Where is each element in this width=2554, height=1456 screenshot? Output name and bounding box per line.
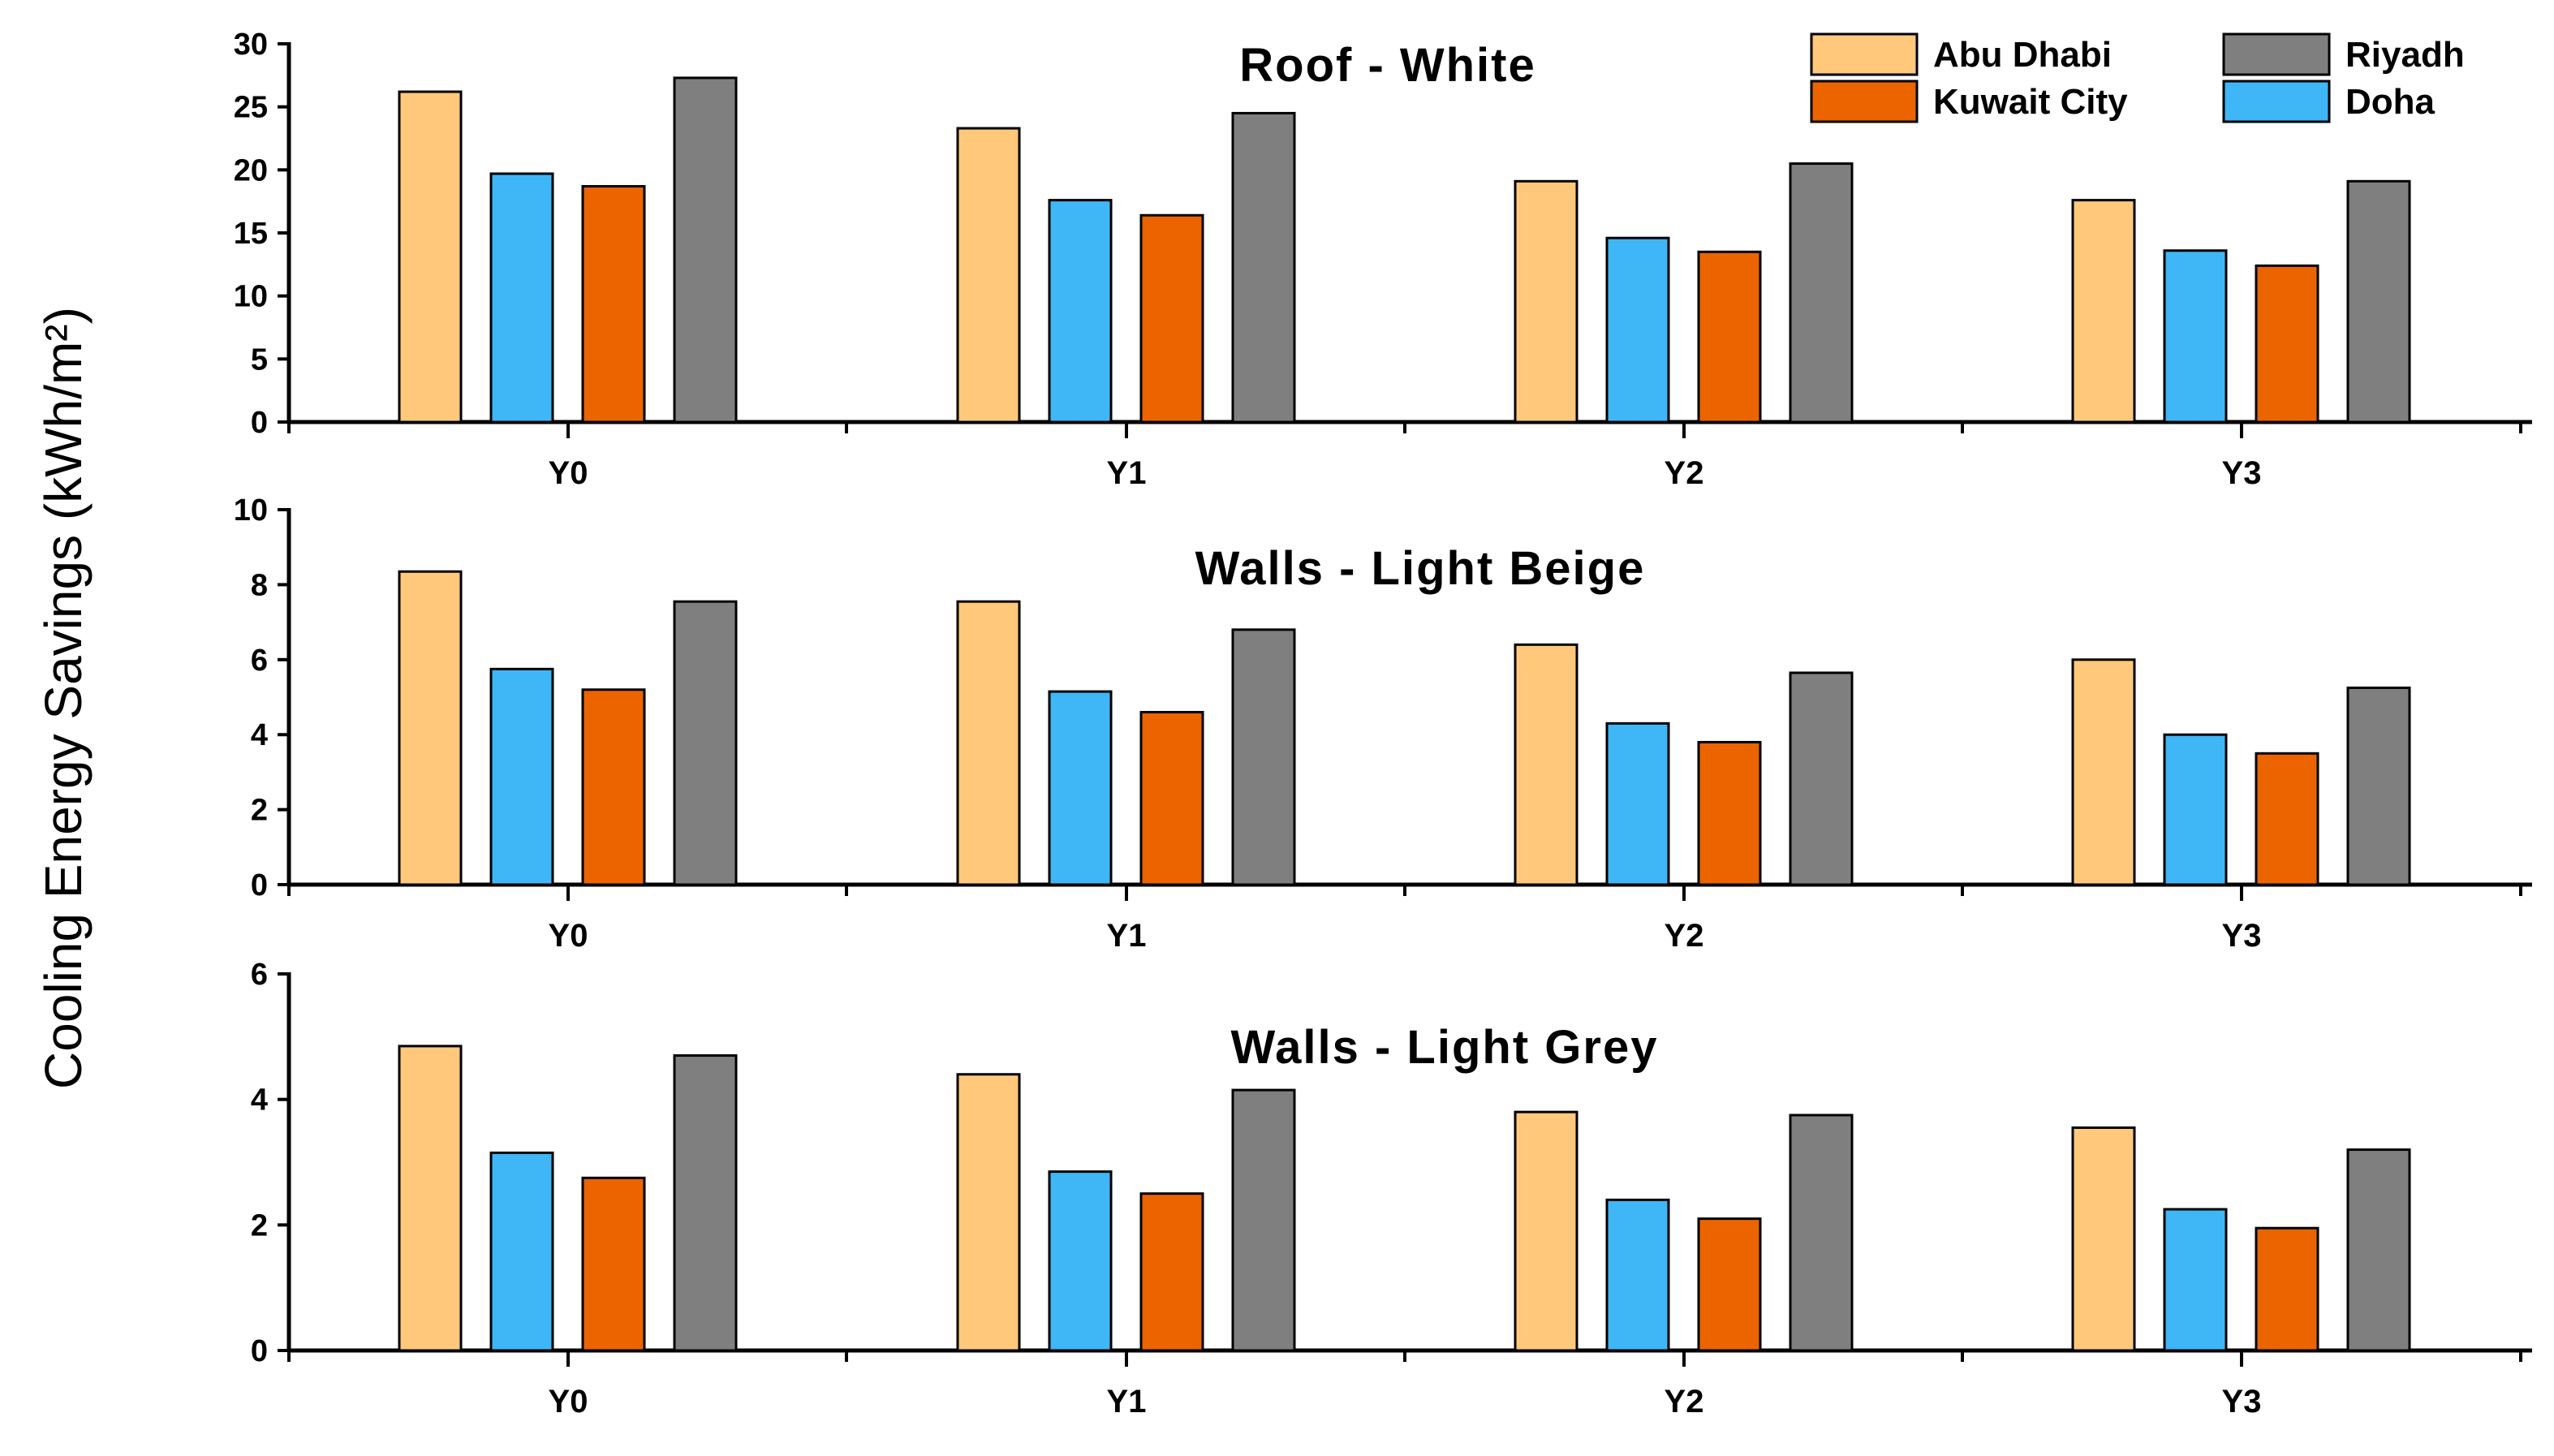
bar-doha-y3 (2163, 249, 2228, 424)
bar-kuwait-city-y0 (581, 688, 646, 886)
bar-abu-dhabi-y1 (956, 1073, 1021, 1352)
bar-riyadh-y0 (673, 1054, 738, 1352)
chart-panel-3: Walls - Light Grey 0 2 4 6 Y0 Y1 Y2 Y3 (251, 958, 2532, 1419)
bar-doha-y0 (489, 667, 554, 886)
y-tick-label: 25 (234, 91, 268, 125)
bar-kuwait-city-y2 (1697, 1217, 1762, 1352)
x-tick-label: Y1 (1107, 1384, 1147, 1419)
x-tick-label: Y2 (1665, 1384, 1704, 1419)
bar-doha-y0 (489, 172, 554, 424)
y-tick-label: 8 (251, 568, 268, 602)
bar-doha-y2 (1605, 1198, 1670, 1352)
bar-kuwait-city-y3 (2255, 752, 2319, 886)
bar-kuwait-city-y0 (581, 185, 646, 424)
panel-title: Walls - Light Grey (1231, 1021, 1659, 1074)
bar-abu-dhabi-y2 (1514, 1110, 1578, 1352)
legend-label-abu-dhabi: Abu Dhabi (1933, 35, 2112, 75)
legend-swatch-doha (2222, 80, 2331, 123)
panel-title: Roof - White (1239, 39, 1535, 92)
y-tick-label: 30 (234, 28, 268, 62)
y-tick-label: 10 (234, 280, 268, 314)
bar-riyadh-y1 (1231, 111, 1296, 424)
y-tick-label: 6 (251, 644, 268, 678)
bar-abu-dhabi-y0 (398, 90, 463, 424)
y-tick-label: 6 (251, 958, 268, 992)
bar-doha-y1 (1048, 690, 1113, 886)
legend-label-doha: Doha (2345, 82, 2436, 122)
bar-riyadh-y3 (2346, 179, 2411, 424)
y-tick-label: 15 (234, 217, 268, 251)
bar-abu-dhabi-y1 (956, 127, 1021, 424)
bar-abu-dhabi-y2 (1514, 179, 1578, 424)
bar-riyadh-y2 (1789, 162, 1854, 424)
bar-abu-dhabi-y0 (398, 570, 463, 886)
bar-kuwait-city-y2 (1697, 250, 1762, 424)
bar-doha-y0 (489, 1151, 554, 1352)
x-tick-label: Y3 (2222, 455, 2262, 491)
bar-riyadh-y2 (1789, 671, 1854, 886)
bar-riyadh-y2 (1789, 1114, 1854, 1352)
y-tick-label: 0 (251, 406, 268, 440)
y-tick-label: 4 (251, 1083, 268, 1118)
x-tick-label: Y2 (1665, 918, 1704, 954)
y-tick-label: 2 (251, 1208, 268, 1243)
x-tick-label: Y1 (1107, 918, 1147, 954)
bar-kuwait-city-y0 (581, 1176, 646, 1352)
bar-abu-dhabi-y3 (2071, 199, 2136, 424)
bar-abu-dhabi-y3 (2071, 658, 2136, 886)
bar-riyadh-y1 (1231, 1088, 1296, 1352)
y-tick-label: 4 (251, 718, 268, 752)
x-tick-label: Y0 (549, 455, 588, 491)
y-tick-label: 10 (234, 493, 268, 528)
bar-doha-y3 (2163, 733, 2228, 886)
y-tick-label: 2 (251, 794, 268, 828)
y-tick-label: 5 (251, 342, 268, 377)
x-tick-label: Y3 (2222, 918, 2262, 954)
bar-kuwait-city-y1 (1139, 1192, 1204, 1352)
bar-kuwait-city-y2 (1697, 740, 1762, 886)
bar-kuwait-city-y3 (2255, 1226, 2319, 1352)
y-tick-label: 0 (251, 868, 268, 902)
y-axis-label: Cooling Energy Savings (kWh/m²) (34, 307, 93, 1089)
bar-kuwait-city-y3 (2255, 264, 2319, 424)
legend-swatch-riyadh (2222, 32, 2331, 76)
chart-panel-2: Walls - Light Beige 0 2 4 6 8 10 Y0 Y1 Y2 Y3 (234, 493, 2532, 954)
y-tick-label: 0 (251, 1334, 268, 1368)
x-tick-label: Y0 (549, 1384, 588, 1419)
x-tick-label: Y1 (1107, 455, 1147, 491)
legend: Abu Dhabi Riyadh Kuwait City Doha (1810, 32, 2465, 123)
bar-riyadh-y3 (2346, 1148, 2411, 1352)
bar-kuwait-city-y1 (1139, 710, 1204, 886)
bar-doha-y3 (2163, 1208, 2228, 1352)
legend-swatch-kuwait-city (1810, 80, 1919, 123)
bar-doha-y1 (1048, 199, 1113, 424)
chart-panel-1: Roof - White 0 5 10 15 20 25 30 Y0 Y1 Y2 Y3 (234, 28, 2532, 491)
legend-label-riyadh: Riyadh (2345, 35, 2465, 75)
bar-doha-y2 (1605, 236, 1670, 424)
bar-riyadh-y0 (673, 600, 738, 886)
bar-abu-dhabi-y0 (398, 1045, 463, 1352)
bar-doha-y1 (1048, 1170, 1113, 1352)
bar-abu-dhabi-y2 (1514, 643, 1578, 886)
bar-abu-dhabi-y3 (2071, 1126, 2136, 1352)
bar-riyadh-y1 (1231, 628, 1296, 886)
x-tick-label: Y0 (549, 918, 588, 954)
bar-riyadh-y0 (673, 76, 738, 424)
bar-doha-y2 (1605, 722, 1670, 886)
legend-label-kuwait-city: Kuwait City (1933, 82, 2128, 122)
panel-title: Walls - Light Beige (1195, 542, 1646, 595)
bar-abu-dhabi-y1 (956, 600, 1021, 886)
x-tick-label: Y2 (1665, 455, 1704, 491)
y-tick-label: 20 (234, 153, 268, 187)
x-tick-label: Y3 (2222, 1384, 2262, 1419)
legend-swatch-abu-dhabi (1810, 32, 1919, 76)
bar-riyadh-y3 (2346, 686, 2411, 886)
bar-kuwait-city-y1 (1139, 213, 1204, 424)
